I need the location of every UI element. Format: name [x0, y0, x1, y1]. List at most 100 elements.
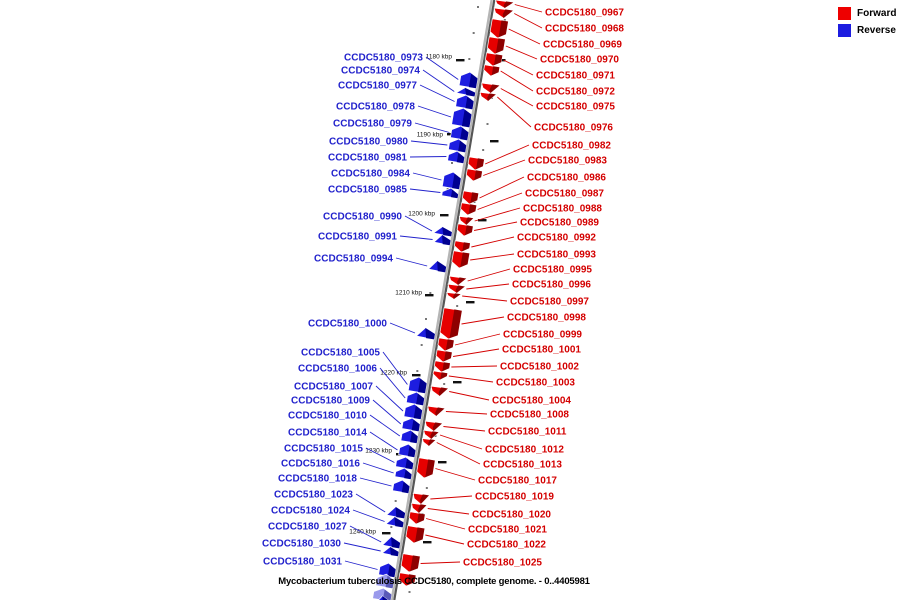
gene-feature-CCDC5180_1030[interactable]	[381, 546, 400, 557]
gene-label-CCDC5180_1027[interactable]: CCDC5180_1027	[268, 522, 347, 533]
gene-label-CCDC5180_1010[interactable]: CCDC5180_1010	[288, 411, 367, 422]
gene-feature-CCDC5180_1014[interactable]	[398, 443, 417, 458]
gene-label-CCDC5180_1003[interactable]: CCDC5180_1003	[496, 378, 575, 389]
gene-label-CCDC5180_1014[interactable]: CCDC5180_1014	[288, 428, 367, 439]
gene-label-CCDC5180_1004[interactable]: CCDC5180_1004	[492, 396, 571, 407]
gene-feature-CCDC5180_0977[interactable]	[455, 94, 475, 110]
gene-feature-CCDC5180_0999[interactable]	[437, 337, 455, 352]
gene-feature-CCDC5180_1008[interactable]	[426, 405, 446, 418]
gene-label-CCDC5180_0971[interactable]: CCDC5180_0971	[536, 71, 615, 82]
gene-feature-CCDC5180_1005[interactable]	[407, 376, 428, 394]
gene-label-CCDC5180_0980[interactable]: CCDC5180_0980	[329, 137, 408, 148]
gene-feature-CCDC5180_0981[interactable]	[447, 150, 466, 164]
gene-feature-CCDC5180_1000[interactable]	[415, 327, 436, 340]
gene-feature-CCDC5180_1023[interactable]	[385, 506, 406, 519]
gene-label-CCDC5180_0979[interactable]: CCDC5180_0979	[333, 119, 412, 130]
gene-feature-CCDC5180_1007[interactable]	[403, 403, 423, 420]
gene-feature-CCDC5180_0985[interactable]	[441, 187, 459, 199]
gene-feature-CCDC5180_0990[interactable]	[432, 226, 453, 237]
gene-feature-CCDC5180_1018[interactable]	[392, 479, 411, 494]
gene-feature-CCDC5180_1027[interactable]	[381, 536, 401, 549]
gene-feature-CCDC5180_0973[interactable]	[458, 71, 478, 89]
gene-feature-CCDC5180_0994[interactable]	[427, 260, 447, 273]
gene-label-CCDC5180_0982[interactable]: CCDC5180_0982	[532, 141, 611, 152]
gene-label-CCDC5180_1013[interactable]: CCDC5180_1013	[483, 460, 562, 471]
gene-label-CCDC5180_0993[interactable]: CCDC5180_0993	[517, 250, 596, 261]
gene-feature-CCDC5180_0993[interactable]	[451, 250, 470, 269]
gene-label-CCDC5180_0972[interactable]: CCDC5180_0972	[536, 87, 615, 98]
gene-feature-CCDC5180_0991[interactable]	[433, 234, 451, 246]
gene-label-CCDC5180_1000[interactable]: CCDC5180_1000	[308, 319, 387, 330]
gene-label-CCDC5180_0968[interactable]: CCDC5180_0968	[545, 24, 624, 35]
gene-label-CCDC5180_1019[interactable]: CCDC5180_1019	[475, 492, 554, 503]
gene-feature-CCDC5180_1024[interactable]	[385, 516, 404, 528]
gene-label-CCDC5180_1030[interactable]: CCDC5180_1030	[262, 539, 341, 550]
gene-label-CCDC5180_1023[interactable]: CCDC5180_1023	[274, 490, 353, 501]
gene-feature-CCDC5180_0984[interactable]	[441, 171, 462, 190]
gene-label-CCDC5180_1009[interactable]: CCDC5180_1009	[291, 396, 370, 407]
gene-feature-CCDC5180_1019[interactable]	[412, 492, 430, 506]
gene-feature-CCDC5180_1022[interactable]	[405, 525, 425, 545]
gene-label-CCDC5180_0983[interactable]: CCDC5180_0983	[528, 156, 607, 167]
gene-label-CCDC5180_0970[interactable]: CCDC5180_0970	[540, 55, 619, 66]
gene-label-CCDC5180_0989[interactable]: CCDC5180_0989	[520, 218, 599, 229]
unlabeled-feature-1[interactable]	[375, 573, 395, 589]
gene-feature-CCDC5180_0997[interactable]	[446, 291, 462, 300]
gene-label-CCDC5180_0995[interactable]: CCDC5180_0995	[513, 265, 592, 276]
gene-feature-CCDC5180_1031[interactable]	[378, 562, 397, 578]
gene-label-CCDC5180_0978[interactable]: CCDC5180_0978	[336, 102, 415, 113]
gene-label-CCDC5180_1007[interactable]: CCDC5180_1007	[294, 382, 373, 393]
gene-label-CCDC5180_1012[interactable]: CCDC5180_1012	[485, 445, 564, 456]
gene-feature-CCDC5180_0972[interactable]	[483, 64, 500, 77]
gene-label-CCDC5180_1031[interactable]: CCDC5180_1031	[263, 557, 342, 568]
gene-label-CCDC5180_1011[interactable]: CCDC5180_1011	[488, 427, 567, 438]
gene-label-CCDC5180_0975[interactable]: CCDC5180_0975	[536, 102, 615, 113]
gene-label-CCDC5180_0987[interactable]: CCDC5180_0987	[525, 189, 604, 200]
gene-feature-CCDC5180_0974[interactable]	[454, 86, 476, 97]
gene-feature-CCDC5180_0971[interactable]	[485, 52, 503, 67]
gene-feature-CCDC5180_0987[interactable]	[460, 202, 477, 216]
gene-feature-CCDC5180_1013[interactable]	[421, 438, 437, 447]
gene-label-CCDC5180_1025[interactable]: CCDC5180_1025	[463, 558, 542, 569]
gene-label-CCDC5180_0974[interactable]: CCDC5180_0974	[341, 66, 420, 77]
gene-label-CCDC5180_1015[interactable]: CCDC5180_1015	[284, 444, 363, 455]
gene-label-CCDC5180_0991[interactable]: CCDC5180_0991	[318, 232, 397, 243]
gene-feature-CCDC5180_1006[interactable]	[405, 391, 425, 406]
gene-label-CCDC5180_0988[interactable]: CCDC5180_0988	[523, 204, 602, 215]
gene-feature-CCDC5180_0998[interactable]	[439, 307, 463, 341]
gene-feature-CCDC5180_1002[interactable]	[434, 360, 451, 373]
gene-feature-CCDC5180_0979[interactable]	[450, 125, 469, 141]
gene-label-CCDC5180_0976[interactable]: CCDC5180_0976	[534, 123, 613, 134]
gene-label-CCDC5180_1006[interactable]: CCDC5180_1006	[298, 364, 377, 375]
gene-feature-CCDC5180_1010[interactable]	[400, 429, 419, 444]
gene-label-CCDC5180_0985[interactable]: CCDC5180_0985	[328, 185, 407, 196]
gene-feature-CCDC5180_1003[interactable]	[432, 370, 448, 381]
gene-label-CCDC5180_1001[interactable]: CCDC5180_1001	[502, 345, 581, 356]
gene-feature-CCDC5180_0989[interactable]	[456, 223, 474, 237]
gene-label-CCDC5180_1024[interactable]: CCDC5180_1024	[271, 506, 350, 517]
gene-feature-CCDC5180_1011[interactable]	[424, 420, 443, 433]
gene-feature-CCDC5180_1017[interactable]	[416, 457, 436, 479]
gene-feature-CCDC5180_1021[interactable]	[408, 511, 426, 525]
gene-label-CCDC5180_0984[interactable]: CCDC5180_0984	[331, 169, 410, 180]
gene-label-CCDC5180_0990[interactable]: CCDC5180_0990	[323, 212, 402, 223]
gene-label-CCDC5180_1017[interactable]: CCDC5180_1017	[478, 476, 557, 487]
gene-label-CCDC5180_1008[interactable]: CCDC5180_1008	[490, 410, 569, 421]
gene-feature-CCDC5180_1025[interactable]	[400, 553, 421, 574]
gene-label-CCDC5180_0986[interactable]: CCDC5180_0986	[527, 173, 606, 184]
gene-feature-CCDC5180_1016[interactable]	[394, 467, 412, 480]
gene-feature-CCDC5180_0969[interactable]	[489, 18, 509, 39]
gene-feature-CCDC5180_0980[interactable]	[448, 138, 467, 153]
gene-feature-CCDC5180_0976[interactable]	[479, 91, 497, 103]
gene-label-CCDC5180_1002[interactable]: CCDC5180_1002	[500, 362, 579, 373]
gene-label-CCDC5180_1005[interactable]: CCDC5180_1005	[301, 348, 380, 359]
gene-feature-CCDC5180_0992[interactable]	[454, 240, 471, 253]
gene-label-CCDC5180_0997[interactable]: CCDC5180_0997	[510, 297, 589, 308]
gene-label-CCDC5180_0981[interactable]: CCDC5180_0981	[328, 153, 407, 164]
gene-label-CCDC5180_0969[interactable]: CCDC5180_0969	[543, 40, 622, 51]
gene-label-CCDC5180_0973[interactable]: CCDC5180_0973	[344, 53, 423, 64]
gene-feature-CCDC5180_1015[interactable]	[395, 456, 415, 470]
gene-label-CCDC5180_1020[interactable]: CCDC5180_1020	[472, 510, 551, 521]
gene-feature-CCDC5180_1012[interactable]	[422, 429, 440, 440]
gene-label-CCDC5180_1018[interactable]: CCDC5180_1018	[278, 474, 357, 485]
